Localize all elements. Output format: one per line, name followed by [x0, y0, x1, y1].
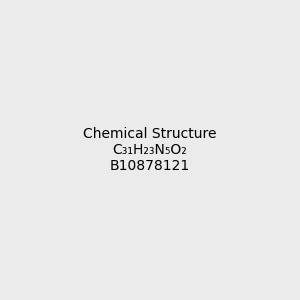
- Text: Chemical Structure
C₃₁H₂₃N₅O₂
B10878121: Chemical Structure C₃₁H₂₃N₅O₂ B10878121: [83, 127, 217, 173]
